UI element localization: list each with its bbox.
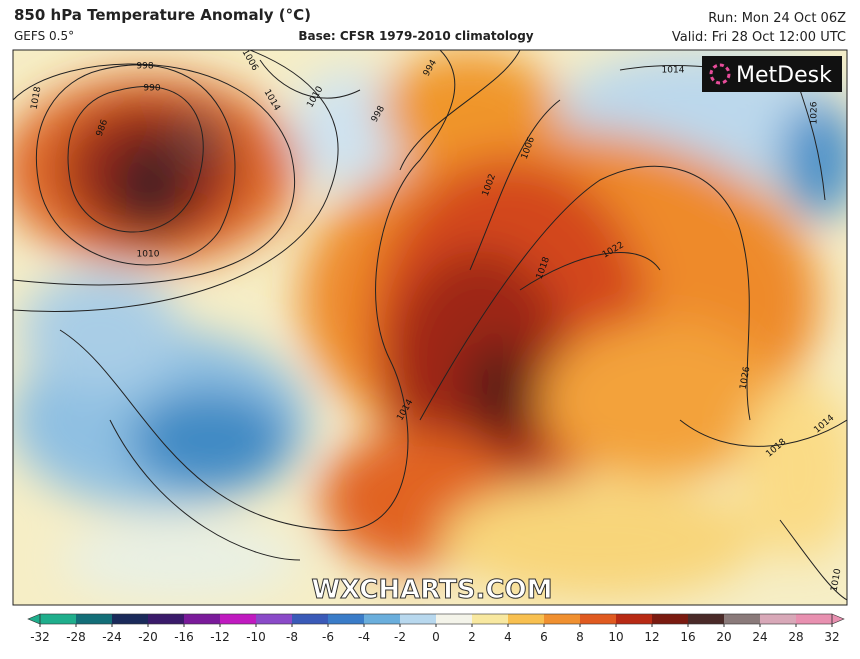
isobar-label: 998 xyxy=(136,62,153,72)
colorbar-segment xyxy=(292,614,329,624)
colorbar-tick-label: -20 xyxy=(138,630,158,644)
isobar-label: 1018 xyxy=(30,86,44,111)
colorbar-tick-label: -8 xyxy=(286,630,298,644)
anomaly-field xyxy=(13,50,847,600)
colorbar: -32 -28 -24 -20 -16 -12 -10 -8 -6 -4 -2 0 2 4 6 8 10 12 16… xyxy=(27,613,845,644)
colorbar-tick-label: 4 xyxy=(504,630,512,644)
colorbar-segment xyxy=(688,614,725,624)
model: GEFS 0.5° xyxy=(14,29,74,43)
colorbar-tick-label: 2 xyxy=(468,630,476,644)
colorbar-tick-label: -32 xyxy=(30,630,50,644)
colorbar-segment xyxy=(184,614,221,624)
isobar-label: 1026 xyxy=(810,101,820,124)
colorbar-tick-label: 0 xyxy=(432,630,440,644)
logo: MetDesk xyxy=(702,56,842,92)
isobar-label: 1026 xyxy=(739,366,753,391)
valid: Valid: Fri 28 Oct 12:00 UTC xyxy=(672,30,846,45)
colorbar-segment xyxy=(148,614,185,624)
colorbar-segment xyxy=(400,614,437,624)
colorbar-tick-label: -4 xyxy=(358,630,370,644)
map-frame xyxy=(12,49,848,606)
colorbar-segment xyxy=(436,614,473,624)
colorbar-tick-label: -28 xyxy=(66,630,86,644)
colorbar-tick-label: -6 xyxy=(322,630,334,644)
colorbar-tick-label: -16 xyxy=(174,630,194,644)
colorbar-tick-label: 24 xyxy=(752,630,767,644)
colorbar-segment xyxy=(76,614,113,624)
colorbar-tick-label: 8 xyxy=(576,630,584,644)
base: Base: CFSR 1979-2010 climatology xyxy=(298,29,533,43)
colorbar-tick-label: 6 xyxy=(540,630,548,644)
isobar-label: 1014 xyxy=(662,66,685,76)
colorbar-segment xyxy=(220,614,257,624)
colorbar-segment xyxy=(112,614,149,624)
colorbar-segment xyxy=(40,614,77,624)
colorbar-segment xyxy=(616,614,653,624)
colorbar-tick-label: 10 xyxy=(608,630,623,644)
run: Run: Mon 24 Oct 06Z xyxy=(708,11,846,26)
colorbar-segment xyxy=(760,614,797,624)
colorbar-segment xyxy=(652,614,689,624)
colorbar-tick-label: 12 xyxy=(644,630,659,644)
colorbar-segment xyxy=(796,614,833,624)
logo-text: MetDesk xyxy=(736,63,832,88)
watermark: WXCHARTS.COM xyxy=(311,575,552,605)
map: 998 990 986 1018 1010 1006 1014 1010 998… xyxy=(13,50,847,605)
colorbar-segment xyxy=(328,614,365,624)
colorbar-segment xyxy=(364,614,401,624)
colorbar-tick-label: -24 xyxy=(102,630,122,644)
colorbar-tick-label: 20 xyxy=(716,630,731,644)
colorbar-end xyxy=(27,613,41,625)
colorbar-tick-label: -12 xyxy=(210,630,230,644)
colorbar-tick-label: 16 xyxy=(680,630,695,644)
colorbar-end xyxy=(831,613,845,625)
title: 850 hPa Temperature Anomaly (°C) xyxy=(14,6,311,24)
isobar-label: 1010 xyxy=(830,568,844,593)
isobar-label: 1010 xyxy=(137,250,160,260)
colorbar-tick-label: -10 xyxy=(246,630,266,644)
isobar-label: 990 xyxy=(143,84,160,94)
colorbar-tick-label: -2 xyxy=(394,630,406,644)
colorbar-segment xyxy=(256,614,293,624)
colorbar-tick-label: 32 xyxy=(824,630,839,644)
colorbar-segment xyxy=(724,614,761,624)
colorbar-segment xyxy=(580,614,617,624)
colorbar-tick-label: 28 xyxy=(788,630,803,644)
colorbar-segment xyxy=(544,614,581,624)
colorbar-segment xyxy=(508,614,545,624)
colorbar-segment xyxy=(472,614,509,624)
